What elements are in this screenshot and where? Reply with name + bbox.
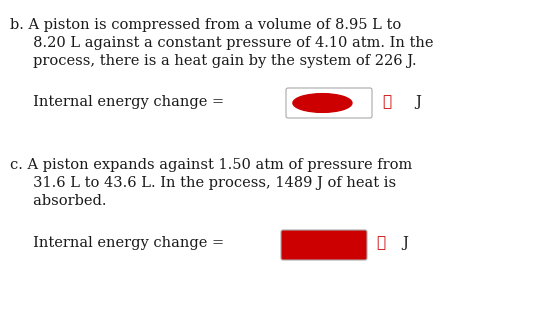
FancyBboxPatch shape bbox=[286, 88, 372, 118]
Text: Internal energy change =: Internal energy change = bbox=[10, 95, 224, 109]
Text: J: J bbox=[415, 95, 421, 109]
Text: ✕: ✕ bbox=[382, 95, 391, 109]
Text: absorbed.: absorbed. bbox=[10, 194, 107, 208]
Text: b. A piston is compressed from a volume of 8.95 L to: b. A piston is compressed from a volume … bbox=[10, 18, 401, 32]
Ellipse shape bbox=[293, 94, 352, 112]
Text: 31.6 L to 43.6 L. In the process, 1489 J of heat is: 31.6 L to 43.6 L. In the process, 1489 J… bbox=[10, 176, 396, 190]
Text: process, there is a heat gain by the system of 226 J.: process, there is a heat gain by the sys… bbox=[10, 54, 417, 68]
FancyBboxPatch shape bbox=[281, 230, 367, 260]
Text: Internal energy change =: Internal energy change = bbox=[10, 236, 224, 250]
Text: J: J bbox=[402, 236, 408, 250]
Text: ✕: ✕ bbox=[376, 236, 385, 250]
Text: 8.20 L against a constant pressure of 4.10 atm. In the: 8.20 L against a constant pressure of 4.… bbox=[10, 36, 433, 50]
Text: c. A piston expands against 1.50 atm of pressure from: c. A piston expands against 1.50 atm of … bbox=[10, 158, 412, 172]
